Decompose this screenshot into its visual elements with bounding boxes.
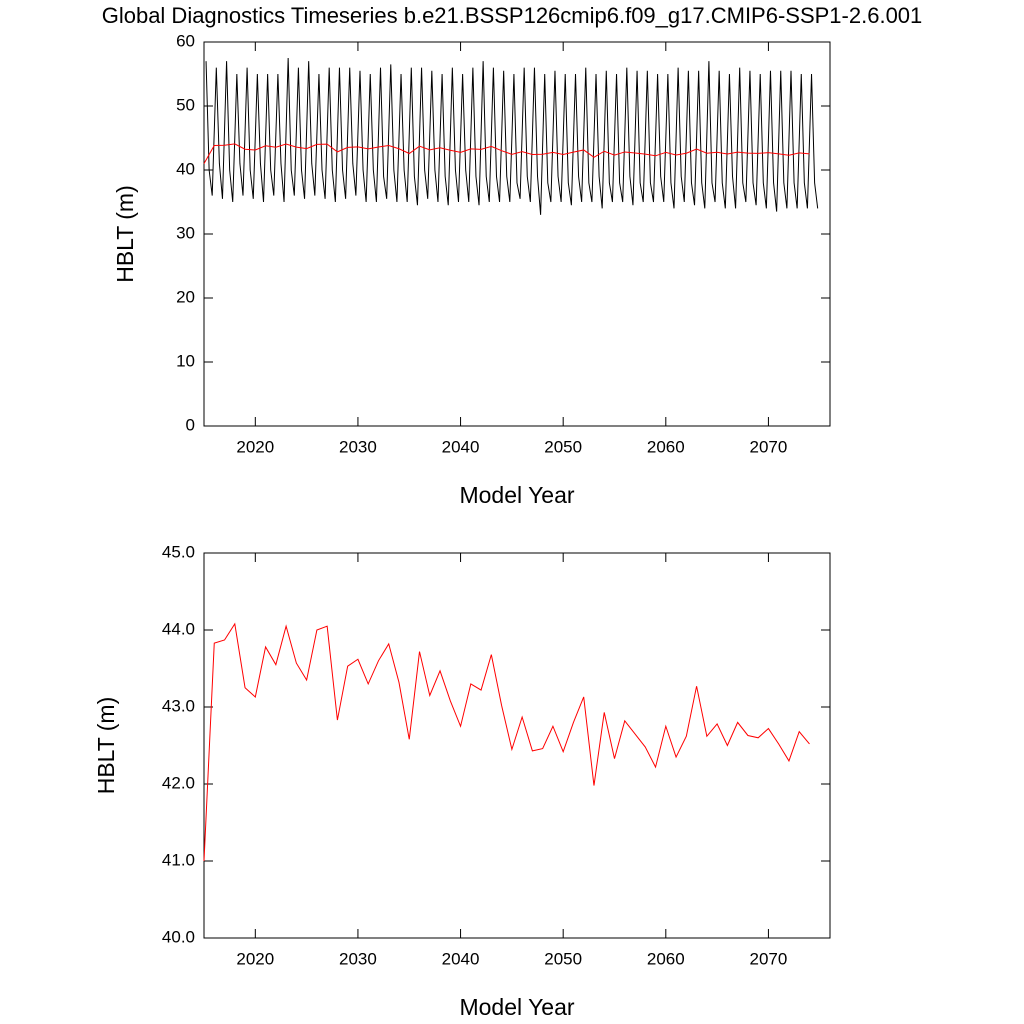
x-tick-label: 2060 <box>647 437 685 456</box>
y-tick-label: 10 <box>176 351 195 370</box>
x-tick-label: 2030 <box>339 437 377 456</box>
x-tick-label: 2040 <box>442 949 480 968</box>
y-tick-label: 50 <box>176 95 195 114</box>
x-tick-label: 2030 <box>339 949 377 968</box>
data-line <box>205 57 819 215</box>
data-line <box>203 143 810 164</box>
y-axis-label: HBLT (m) <box>93 697 119 795</box>
y-tick-label: 60 <box>176 31 195 50</box>
x-tick-label: 2070 <box>750 437 788 456</box>
y-tick-label: 44.0 <box>162 619 195 638</box>
y-tick-label: 45.0 <box>162 542 195 561</box>
x-tick-label: 2020 <box>236 949 274 968</box>
y-tick-label: 20 <box>176 287 195 306</box>
plot-frame <box>203 41 831 427</box>
y-axis-label: HBLT (m) <box>112 185 138 283</box>
y-tick-label: 40.0 <box>162 927 195 946</box>
y-tick-label: 30 <box>176 223 195 242</box>
x-axis-label: Model Year <box>459 994 574 1020</box>
x-tick-label: 2050 <box>544 949 582 968</box>
y-tick-label: 41.0 <box>162 850 195 869</box>
x-tick-label: 2050 <box>544 437 582 456</box>
y-tick-label: 40 <box>176 159 195 178</box>
y-tick-label: 0 <box>186 415 195 434</box>
x-tick-label: 2020 <box>236 437 274 456</box>
y-tick-label: 43.0 <box>162 696 195 715</box>
x-axis-label: Model Year <box>459 482 574 508</box>
x-tick-label: 2070 <box>750 949 788 968</box>
chart-title: Global Diagnostics Timeseries b.e21.BSSP… <box>102 3 923 28</box>
data-line <box>203 622 810 862</box>
plot-frame <box>203 552 831 939</box>
x-tick-label: 2040 <box>442 437 480 456</box>
x-tick-label: 2060 <box>647 949 685 968</box>
y-tick-label: 42.0 <box>162 773 195 792</box>
